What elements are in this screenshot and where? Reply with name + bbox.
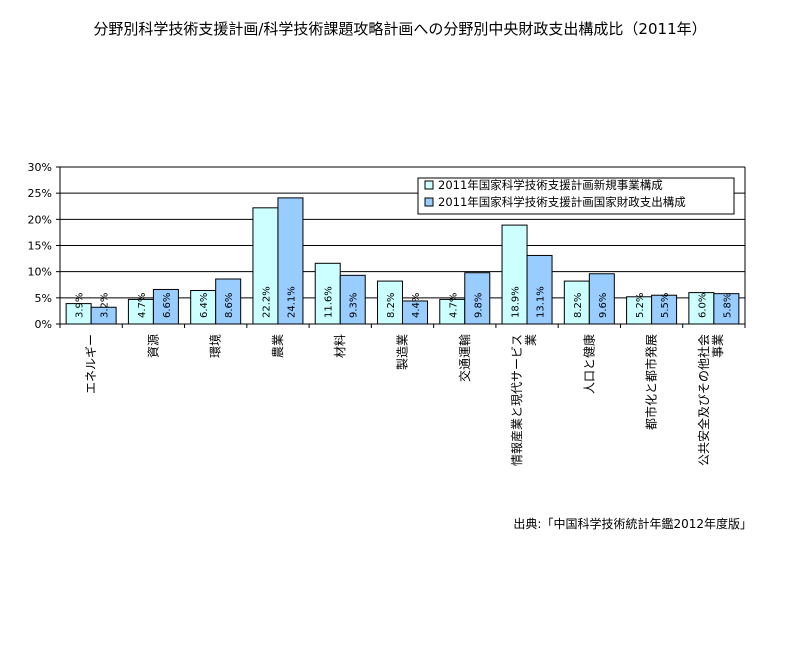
bar-series-2 xyxy=(339,274,366,325)
data-label: 24.1% xyxy=(286,286,297,318)
bar-series-1 xyxy=(190,290,217,325)
bars: 3.9% 4.7% 6.4% 22.2% 11.6% 8.2% 4.7% 18.9% 8.2% 5… xyxy=(65,197,740,325)
x-tick-label: 交通運輸 xyxy=(457,334,472,382)
data-label: 3.9% xyxy=(75,293,86,318)
data-label: 9.6% xyxy=(598,293,609,318)
y-tick-label: 20% xyxy=(28,213,52,226)
data-label: 8.2% xyxy=(386,293,397,318)
y-tick-label: 10% xyxy=(28,266,52,279)
data-label: 6.6% xyxy=(162,293,173,318)
bar-series-2 xyxy=(588,273,615,325)
bar-series-2 xyxy=(651,294,678,325)
bar-series-2 xyxy=(526,254,553,325)
bar-series-2 xyxy=(464,272,491,325)
x-tick-label: 公共安全及びその他社会 xyxy=(696,334,711,466)
data-label: 13.1% xyxy=(536,286,547,318)
legend-box xyxy=(417,177,735,215)
data-label: 9.8% xyxy=(473,293,484,318)
x-tick-label: 情報産業と現代サービス xyxy=(509,334,524,466)
data-label: 8.6% xyxy=(224,293,235,318)
y-tick-label: 15% xyxy=(28,240,52,253)
data-label: 4.4% xyxy=(411,293,422,318)
data-label: 8.2% xyxy=(573,293,584,318)
bar-series-2 xyxy=(152,288,179,325)
x-tick-label: エネルギー xyxy=(84,334,98,394)
x-tick-label: 環境 xyxy=(208,334,223,358)
data-label: 6.0% xyxy=(697,293,708,318)
source-note: 出典:「中国科学技術統計年鑑2012年度版」 xyxy=(513,517,752,531)
axes: 0% 5% 10% 15% 20% 25% 30% エネルギー 資源 環境 農業 材料 製造業 交通運輸 情… xyxy=(28,161,746,466)
data-label: 18.9% xyxy=(511,286,522,318)
bar-series-1 xyxy=(377,280,403,325)
data-label: 5.5% xyxy=(660,293,671,318)
bar-series-1 xyxy=(127,298,154,325)
legend-label: 2011年国家科学技術支援計画新規事業構成 xyxy=(438,178,663,192)
chart-title: 分野別科学技術支援計画/科学技術課題攻略計画への分野別中央財政支出構成比（201… xyxy=(93,20,707,38)
x-tick-label: 資源 xyxy=(146,334,160,358)
x-tick-label: 材料 xyxy=(333,334,347,358)
data-label: 11.6% xyxy=(324,286,335,318)
data-label: 9.3% xyxy=(349,293,360,318)
data-label: 5.8% xyxy=(722,293,733,318)
y-tick-label: 5% xyxy=(35,292,52,305)
y-tick-label: 25% xyxy=(28,187,52,200)
x-tick-label: 都市化と都市発展 xyxy=(644,334,659,430)
y-tick-label: 0% xyxy=(35,318,52,331)
data-label: 3.2% xyxy=(100,293,111,318)
data-label: 5.2% xyxy=(635,293,646,318)
x-tick-label: 製造業 xyxy=(396,334,410,370)
bar-series-2 xyxy=(277,197,304,325)
y-tick-label: 30% xyxy=(28,161,52,174)
bar-series-2 xyxy=(215,278,242,325)
x-tick-label: 人口と健康 xyxy=(581,334,596,394)
bar-series-1 xyxy=(314,262,341,325)
x-tick-label: 農業 xyxy=(271,334,285,358)
data-label: 6.4% xyxy=(199,293,210,318)
bar-series-2 xyxy=(713,293,740,325)
x-tick-label: 事業 xyxy=(711,334,725,358)
data-label: 4.7% xyxy=(137,293,148,318)
data-label: 4.7% xyxy=(448,293,459,318)
legend-swatch xyxy=(424,180,434,190)
legend-swatch xyxy=(424,197,434,207)
legend-label: 2011年国家科学技術支援計画国家財政支出構成 xyxy=(438,195,686,209)
x-tick-label: 業 xyxy=(524,334,538,346)
data-label: 22.2% xyxy=(261,286,272,318)
legend: 2011年国家科学技術支援計画新規事業構成 2011年国家科学技術支援計画国家財政… xyxy=(417,177,735,215)
